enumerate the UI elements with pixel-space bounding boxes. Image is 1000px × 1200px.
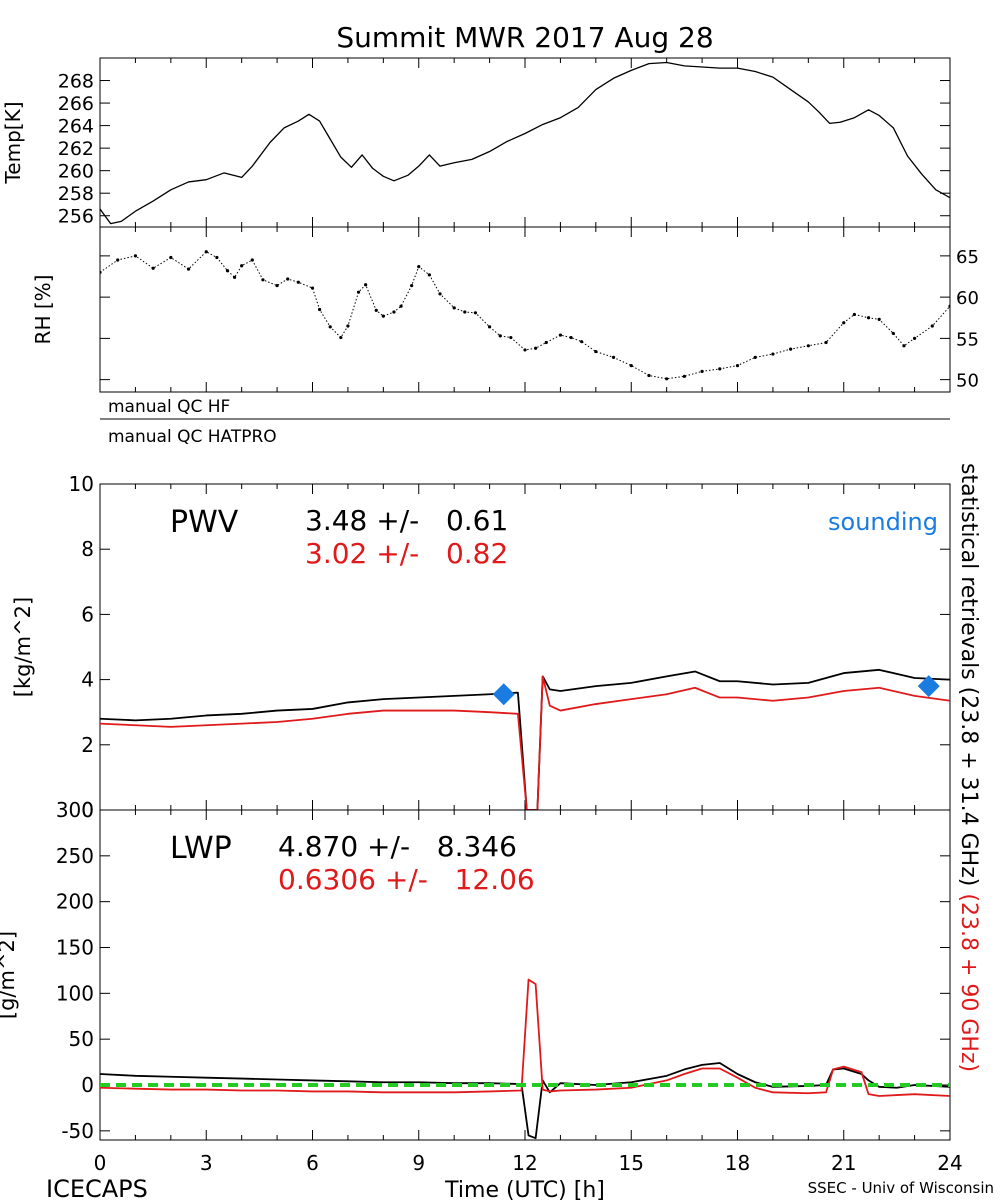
qc-panel: manual QC HF manual QC HATPRO bbox=[100, 397, 950, 447]
rh-point bbox=[594, 349, 598, 354]
lwp-ytick-label: 0 bbox=[81, 1073, 94, 1097]
lwp-label: LWP bbox=[170, 831, 232, 866]
x-tick-label: 0 bbox=[94, 1151, 107, 1175]
sounding-marker bbox=[492, 683, 515, 706]
x-axis: 0 3 6 9 12 15 18 21 24 bbox=[94, 1151, 963, 1175]
qc-row-hatpro: manual QC HATPRO bbox=[108, 427, 277, 447]
temp-ytick-label: 264 bbox=[58, 116, 94, 138]
lwp-panel: -50 0 50 100 150 200 250 300 [g/m^2] LWP 4.870 +/-… bbox=[0, 798, 951, 1143]
x-tick-label: 12 bbox=[512, 1151, 537, 1175]
rh-point bbox=[498, 334, 502, 338]
lwp-plot bbox=[100, 978, 950, 1140]
pwv-series-1 bbox=[100, 675, 950, 810]
rh-point bbox=[771, 352, 775, 356]
pwv-legend-sounding: sounding bbox=[828, 508, 938, 536]
x-tick-label: 9 bbox=[412, 1151, 425, 1175]
pwv-ylabel: [kg/m^2] bbox=[11, 597, 35, 697]
x-tick-label: 3 bbox=[200, 1151, 213, 1175]
rh-ytick-label: 50 bbox=[956, 371, 979, 392]
temp-ytick-label: 256 bbox=[58, 206, 94, 228]
right-label-red: (23.8 + 90 GHz) bbox=[956, 893, 981, 1072]
temp-ytick-label: 266 bbox=[58, 93, 94, 115]
pwv-panel: 0 2 4 6 8 10 [kg/m^2] PWV 3.48 +/- 0.613.02 +/- … bbox=[11, 472, 951, 822]
lwp-ytick-label: 200 bbox=[56, 890, 94, 914]
temp-ytick-label: 260 bbox=[58, 161, 94, 183]
lwp-ylabel: [g/m^2] bbox=[0, 931, 19, 1019]
pwv-ytick-label: 10 bbox=[69, 472, 94, 496]
qc-row-hf: manual QC HF bbox=[108, 397, 230, 417]
lwp-ytick-label: 300 bbox=[56, 798, 94, 822]
rh-plot bbox=[100, 250, 950, 381]
lwp-ytick-label: -50 bbox=[61, 1119, 94, 1143]
rh-point bbox=[753, 355, 757, 359]
lwp-series-0 bbox=[100, 1062, 950, 1140]
rh-point bbox=[534, 346, 538, 350]
rh-ytick-label: 55 bbox=[956, 329, 979, 350]
rh-point bbox=[700, 369, 704, 373]
rh-point bbox=[356, 290, 361, 294]
rh-point bbox=[824, 340, 828, 345]
pwv-stat-0: 3.48 +/- 0.61 bbox=[305, 504, 508, 537]
lwp-ytick-label: 100 bbox=[56, 981, 94, 1005]
x-tick-label: 21 bbox=[831, 1151, 856, 1175]
pwv-stat-1: 3.02 +/- 0.82 bbox=[305, 537, 508, 570]
right-label: statistical retrievals (23.8 + 31.4 GHz)… bbox=[956, 463, 981, 1072]
lwp-ytick-label: 150 bbox=[56, 936, 94, 960]
temp-ytick-label: 258 bbox=[58, 183, 94, 205]
temp-plot bbox=[100, 61, 950, 225]
x-tick-label: 6 bbox=[306, 1151, 319, 1175]
rh-point bbox=[569, 335, 573, 340]
rh-ytick-label: 65 bbox=[956, 247, 979, 268]
x-tick-label: 15 bbox=[619, 1151, 644, 1175]
lwp-ytick-label: 250 bbox=[56, 844, 94, 868]
rh-point bbox=[296, 280, 300, 284]
sounding-marker bbox=[917, 675, 940, 698]
temp-ytick-label: 268 bbox=[58, 71, 94, 93]
temp-series-0 bbox=[100, 61, 950, 225]
rh-point bbox=[310, 286, 315, 290]
pwv-ytick-label: 6 bbox=[81, 602, 94, 626]
pwv-ytick-label: 2 bbox=[81, 733, 94, 757]
right-label-black: statistical retrievals (23.8 + 31.4 GHz) bbox=[956, 463, 981, 886]
rh-point bbox=[665, 377, 669, 381]
footer-left: ICECAPS bbox=[46, 1175, 148, 1200]
rh-ylabel: RH [%] bbox=[31, 275, 55, 345]
rh-point bbox=[339, 335, 343, 340]
rh-point bbox=[852, 312, 856, 317]
rh-series-0 bbox=[100, 251, 950, 380]
x-tick-label: 24 bbox=[937, 1151, 962, 1175]
rh-panel: 50 55 60 65 RH [%] bbox=[31, 226, 979, 393]
lwp-stat-0: 4.870 +/- 8.346 bbox=[278, 830, 517, 863]
footer-right: SSEC - Univ of Wisconsin bbox=[808, 1179, 994, 1197]
pwv-ytick-label: 4 bbox=[81, 668, 94, 692]
pwv-plot bbox=[100, 668, 950, 810]
x-axis-label: Time (UTC) [h] bbox=[444, 1178, 605, 1200]
rh-frame bbox=[99, 226, 951, 393]
temp-frame bbox=[99, 57, 951, 228]
temp-ylabel: Temp[K] bbox=[1, 101, 25, 184]
x-tick-label: 18 bbox=[725, 1151, 750, 1175]
lwp-series-1 bbox=[100, 978, 950, 1097]
pwv-label: PWV bbox=[170, 505, 239, 540]
rh-ytick-label: 60 bbox=[956, 288, 979, 309]
temp-ytick-label: 262 bbox=[58, 138, 94, 160]
lwp-ytick-label: 50 bbox=[69, 1027, 94, 1051]
rh-point bbox=[948, 304, 950, 308]
rh-point bbox=[682, 374, 686, 378]
lwp-stat-1: 0.6306 +/- 12.06 bbox=[278, 863, 535, 896]
figure-title: Summit MWR 2017 Aug 28 bbox=[336, 21, 713, 54]
pwv-ytick-label: 0 bbox=[81, 798, 94, 822]
pwv-ytick-label: 8 bbox=[81, 537, 94, 561]
